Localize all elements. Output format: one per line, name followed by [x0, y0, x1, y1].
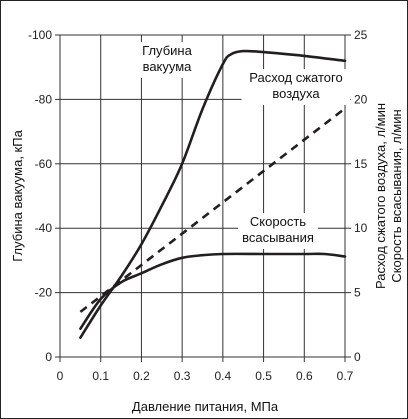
axis-titles: Давление питания, МПа Глубина вакуума, к… [10, 103, 404, 414]
y-left-tick-label: -80 [35, 92, 53, 106]
y-right-tick-label: 5 [354, 286, 361, 300]
x-axis-title: Давление питания, МПа [132, 399, 279, 414]
y-left-tick-label: 0 [45, 350, 52, 364]
x-tick-label: 0 [57, 369, 64, 383]
x-tick-label: 0.2 [133, 369, 150, 383]
x-tick-label: 0.4 [215, 369, 232, 383]
y-right-axis-title-1: Расход сжатого воздуха, л/мин [373, 103, 388, 289]
series-layer [79, 49, 347, 339]
annotation-text: воздуха [272, 86, 320, 101]
y-left-tick-label: -20 [35, 286, 53, 300]
y-right-tick-label: 25 [354, 28, 368, 42]
y-left-tick-label: -40 [35, 221, 53, 235]
series-line-vacuum-depth [79, 49, 347, 339]
annotation-text: Глубина [142, 43, 192, 58]
x-tick-label: 0.7 [337, 369, 354, 383]
y-left-tick-label: -100 [28, 28, 52, 42]
y-left-axis-title: Глубина вакуума, кПа [10, 129, 25, 261]
y-right-tick-label: 15 [354, 157, 368, 171]
y-left-tick-label: -60 [35, 157, 53, 171]
y-right-tick-label: 20 [354, 92, 368, 106]
annotation-text: Скорость [250, 214, 306, 229]
x-tick-label: 0.5 [255, 369, 272, 383]
x-tick-label: 0.1 [92, 369, 109, 383]
annotation-text: всасывания [242, 230, 314, 245]
series-line-suction-rate [79, 252, 347, 330]
x-tick-label: 0.3 [174, 369, 191, 383]
series-line-compressed-air-flow [79, 107, 346, 313]
annotation-backing [241, 69, 351, 105]
annotation-text: Расход сжатого [249, 70, 342, 85]
y-right-tick-label: 0 [354, 350, 361, 364]
annotation-backing [238, 213, 318, 249]
tick-labels: 0 0.1 0.2 0.3 0.4 0.5 0.6 0.70-20-40-60-80-1000… [28, 28, 368, 383]
x-tick-label: 0.6 [296, 369, 313, 383]
y-right-tick-label: 10 [354, 221, 368, 235]
annotation-text: вакуума [143, 59, 193, 74]
annotation-backing [137, 42, 197, 78]
y-right-axis-title-2: Скорость всасывания, л/мин [389, 109, 404, 282]
